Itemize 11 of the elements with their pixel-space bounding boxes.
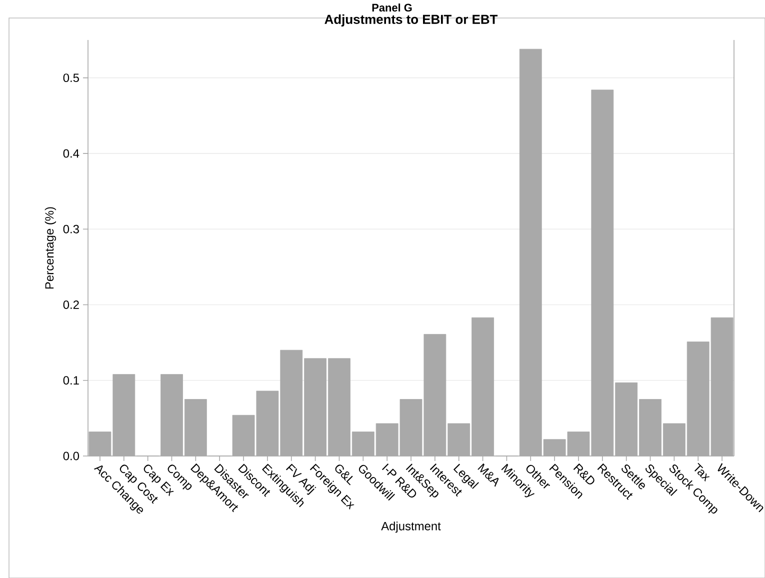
y-tick-label: 0.2: [63, 300, 79, 309]
y-tick-label: 0.3: [63, 224, 79, 234]
x-tick-label: Tax: [694, 462, 710, 482]
y-tick-label: 0.1: [63, 376, 79, 385]
chart-title: Adjustments to EBIT or EBT: [324, 14, 498, 27]
y-axis-title: Percentage (%): [44, 207, 56, 289]
y-tick-label: 0.0: [63, 452, 80, 460]
y-tick-label: 0.4: [63, 149, 80, 158]
y-tick-label: 0.5: [63, 74, 79, 82]
x-axis-title: Adjustment: [381, 522, 441, 533]
text: Panel G: [372, 4, 412, 12]
